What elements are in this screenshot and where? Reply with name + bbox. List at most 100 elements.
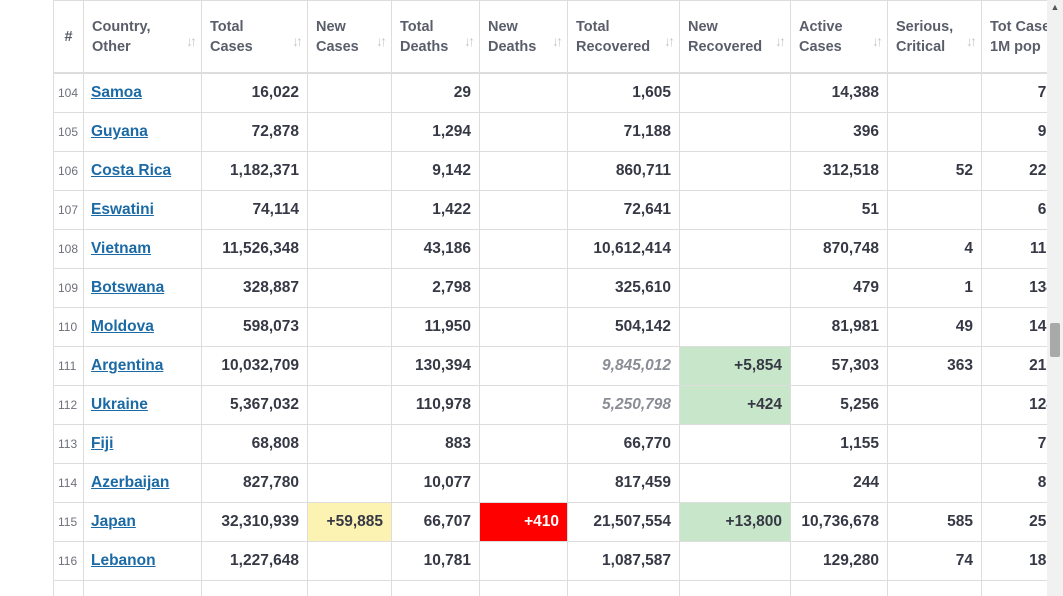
new-deaths-cell [479,424,568,464]
sort-arrows-icon[interactable]: ↓↑ [376,33,387,49]
header-totalrecovered[interactable]: Total Recovered ↓↑ [567,0,680,73]
country-link[interactable]: Vietnam [91,240,152,257]
row-rank: 108 [53,229,84,269]
active-cell: 129,280 [790,541,888,581]
partial-cell [53,580,84,596]
country-link[interactable]: Guyana [91,123,148,140]
sort-arrows-icon[interactable]: ↓↑ [872,33,883,49]
sort-arrows-icon[interactable]: ↓↑ [552,33,563,49]
total-deaths-cell: 29 [391,73,480,113]
country-link[interactable]: Costa Rica [91,162,172,179]
header-country-other[interactable]: Country, Other ↓↑ [83,0,202,73]
country-link[interactable]: Botswana [91,279,165,296]
new-cases-cell [307,73,392,113]
header-label-line1: Total [400,18,434,35]
total-deaths-cell: 66,707 [391,502,480,542]
header-totalcases[interactable]: Total Cases ↓↑ [201,0,308,73]
country-link[interactable]: Japan [91,513,136,530]
row-rank: 111 [53,346,84,386]
total-cases-cell: 10,032,709 [201,346,308,386]
total-recovered-cell: 817,459 [567,463,680,503]
header-serious-critical[interactable]: Serious, Critical ↓↑ [887,0,982,73]
active-cell: 479 [790,268,888,308]
row-rank: 105 [53,112,84,152]
total-cases-cell: 72,878 [201,112,308,152]
new-cases-cell [307,229,392,269]
country-link[interactable]: Argentina [91,357,164,374]
partial-row-below [53,580,1063,596]
covid-stats-table: # Country, Other ↓↑ Total Cases ↓↑ New Cases ↓↑ To… [53,0,1063,596]
active-cell: 81,981 [790,307,888,347]
total-recovered-cell: 1,087,587 [567,541,680,581]
row-rank: 106 [53,151,84,191]
country-link[interactable]: Moldova [91,318,154,335]
country-link[interactable]: Ukraine [91,396,148,413]
total-deaths-cell: 2,798 [391,268,480,308]
header-label-line1: New [688,18,718,35]
sort-arrows-icon[interactable]: ↓↑ [292,33,303,49]
country-cell: Fiji [83,424,202,464]
new-cases-cell [307,346,392,386]
new-recovered-cell [679,541,791,581]
country-link[interactable]: Samoa [91,84,142,101]
partial-cell [679,580,791,596]
new-cases-cell [307,268,392,308]
header-label-line1: Total [210,18,244,35]
header-label-line1: # [64,28,73,45]
country-cell: Eswatini [83,190,202,230]
critical-cell [887,73,982,113]
new-recovered-cell [679,73,791,113]
partial-cell [307,580,392,596]
active-cell: 312,518 [790,151,888,191]
header-label-line1: New [316,18,346,35]
total-cases-cell: 16,022 [201,73,308,113]
partial-cell [887,580,982,596]
country-link[interactable]: Azerbaijan [91,474,170,491]
total-cases-cell: 827,780 [201,463,308,503]
country-link[interactable]: Lebanon [91,552,156,569]
active-cell: 870,748 [790,229,888,269]
total-cases-cell: 5,367,032 [201,385,308,425]
header-label-line2: Recovered [576,38,651,55]
header-activecases[interactable]: Active Cases ↓↑ [790,0,888,73]
sort-arrows-icon[interactable]: ↓↑ [966,33,977,49]
header-label-line2: Deaths [488,38,537,55]
active-cell: 5,256 [790,385,888,425]
header-label-line1: Tot Cases/ [990,18,1063,35]
new-recovered-cell: +13,800 [679,502,791,542]
critical-cell: 4 [887,229,982,269]
total-deaths-cell: 10,077 [391,463,480,503]
country-link[interactable]: Eswatini [91,201,154,218]
new-recovered-cell: +5,854 [679,346,791,386]
country-link[interactable]: Fiji [91,435,114,452]
header-newrecovered[interactable]: New Recovered ↓↑ [679,0,791,73]
new-deaths-cell [479,73,568,113]
new-cases-cell [307,424,392,464]
header-label-line1: Total [576,18,610,35]
sort-arrows-icon[interactable]: ↓↑ [664,33,675,49]
total-deaths-cell: 10,781 [391,541,480,581]
scrollbar-thumb[interactable] [1050,323,1060,357]
table-header-row: # Country, Other ↓↑ Total Cases ↓↑ New Cases ↓↑ To… [53,0,1063,73]
vertical-scrollbar[interactable]: ▲ [1047,0,1063,596]
header-newcases[interactable]: New Cases ↓↑ [307,0,392,73]
row-rank: 107 [53,190,84,230]
sort-arrows-icon[interactable]: ↓↑ [186,33,197,49]
header-label-line2: Cases [316,38,359,55]
sort-arrows-icon[interactable]: ↓↑ [775,33,786,49]
country-cell: Azerbaijan [83,463,202,503]
header-rank[interactable]: # [53,0,84,73]
new-recovered-cell [679,424,791,464]
total-cases-cell: 1,182,371 [201,151,308,191]
critical-cell: 74 [887,541,982,581]
active-cell: 10,736,678 [790,502,888,542]
total-recovered-cell: 21,507,554 [567,502,680,542]
total-recovered-cell: 5,250,798 [567,385,680,425]
table-row: 109 Botswana 328,887 2,798 325,610 479 1 134 [53,268,1063,308]
sort-arrows-icon[interactable]: ↓↑ [464,33,475,49]
header-newdeaths[interactable]: New Deaths ↓↑ [479,0,568,73]
header-totaldeaths[interactable]: Total Deaths ↓↑ [391,0,480,73]
scroll-up-arrow-icon[interactable]: ▲ [1050,2,1060,12]
header-label-line1: New [488,18,518,35]
